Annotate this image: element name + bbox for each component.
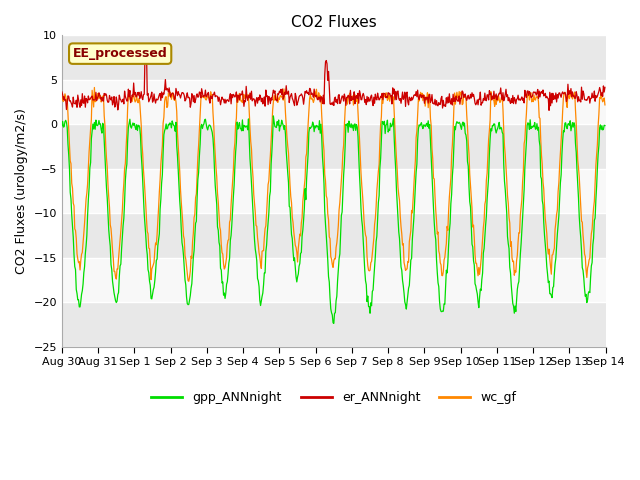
Legend: gpp_ANNnight, er_ANNnight, wc_gf: gpp_ANNnight, er_ANNnight, wc_gf (146, 386, 522, 409)
Title: CO2 Fluxes: CO2 Fluxes (291, 15, 377, 30)
Text: EE_processed: EE_processed (73, 47, 168, 60)
Bar (62, 302, 605, 347)
Bar (62, 80, 605, 124)
Bar (62, 213, 605, 258)
Bar (62, 124, 605, 169)
Bar (62, 169, 605, 213)
Y-axis label: CO2 Fluxes (urology/m2/s): CO2 Fluxes (urology/m2/s) (15, 108, 28, 274)
Bar (62, 36, 605, 80)
Bar (62, 258, 605, 302)
